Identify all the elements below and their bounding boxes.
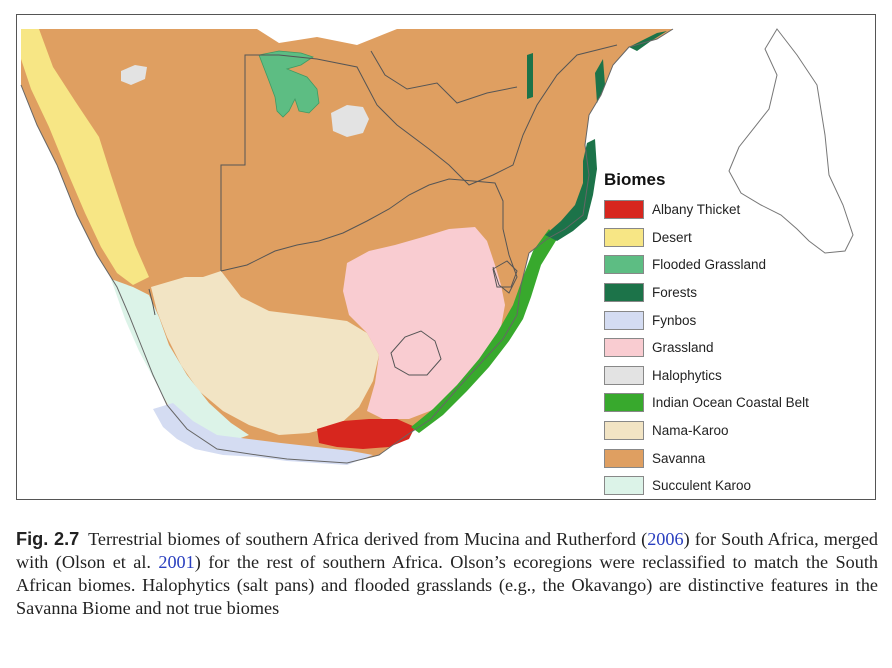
caption-text-1: Terrestrial biomes of southern Africa de… (88, 529, 648, 549)
legend-label: Desert (652, 229, 692, 245)
caption-text-2: ) for South Africa, merged with (Olson e… (16, 529, 878, 572)
region-forests-north (629, 31, 667, 51)
biome-map (16, 14, 876, 500)
legend-label: Grassland (652, 340, 714, 356)
legend-label: Nama-Karoo (652, 423, 729, 439)
region-forests-patch (595, 59, 605, 103)
legend-item: Albany Thicket (604, 196, 809, 224)
citation-2001[interactable]: 2001 (158, 552, 195, 572)
legend-label: Albany Thicket (652, 202, 741, 218)
legend-label: Savanna (652, 450, 706, 466)
legend-item: Nama-Karoo (604, 417, 809, 445)
legend-item: Halophytics (604, 362, 809, 390)
legend-swatch (604, 283, 644, 303)
legend-item: Savanna (604, 444, 809, 472)
region-grassland (343, 227, 505, 419)
legend-swatch (604, 476, 644, 496)
region-succulent-karoo (111, 279, 249, 443)
region-halophytics-makgadikgadi (331, 105, 369, 137)
region-halophytics-etosha (121, 65, 147, 85)
madagascar-coast (728, 28, 854, 254)
legend-label: Succulent Karoo (652, 478, 752, 494)
legend-swatch (604, 200, 644, 220)
figure-caption: Fig. 2.7 Terrestrial biomes of southern … (16, 528, 878, 620)
figure-label: Fig. 2.7 (16, 529, 80, 549)
legend-swatch (604, 227, 644, 247)
region-forests-coast (545, 139, 597, 241)
legend-label: Forests (652, 285, 698, 301)
legend-item: Forests (604, 279, 809, 307)
legend-label: Indian Ocean Coastal Belt (652, 395, 809, 411)
legend-swatch (604, 310, 644, 330)
legend-swatch (604, 448, 644, 468)
legend-item: Grassland (604, 334, 809, 362)
region-flooded-grassland (258, 50, 320, 118)
legend-swatch (604, 393, 644, 413)
legend-label: Flooded Grassland (652, 257, 767, 273)
region-forests-patch-2 (527, 53, 533, 99)
legend-item: Succulent Karoo (604, 472, 809, 500)
legend-swatch (604, 255, 644, 275)
region-indian-ocean-coastal-belt (411, 229, 557, 433)
region-albany-thicket (317, 419, 415, 449)
region-desert (21, 29, 149, 285)
region-nama-karoo (151, 271, 379, 435)
region-fynbos (153, 403, 373, 465)
legend-item: Flooded Grassland (604, 251, 809, 279)
coast-outline (20, 28, 674, 464)
citation-2006[interactable]: 2006 (647, 529, 684, 549)
map-legend: Biomes Albany Thicket Desert Flooded Grass… (604, 158, 809, 500)
legend-label: Fynbos (652, 312, 697, 328)
legend-swatch (604, 338, 644, 358)
biome-map-canvas (20, 28, 854, 465)
caption-text-3: ) for the rest of southern Africa. Olson… (16, 552, 878, 618)
legend-swatch (604, 421, 644, 441)
legend-items: Albany Thicket Desert Flooded Grassland For… (604, 196, 809, 500)
legend-swatch (604, 365, 644, 385)
legend-item: Fynbos (604, 306, 809, 334)
legend-item: Indian Ocean Coastal Belt (604, 389, 809, 417)
country-borders (148, 44, 618, 376)
legend-item: Desert (604, 224, 809, 252)
legend-title: Biomes (604, 170, 666, 189)
legend-label: Halophytics (652, 367, 722, 383)
